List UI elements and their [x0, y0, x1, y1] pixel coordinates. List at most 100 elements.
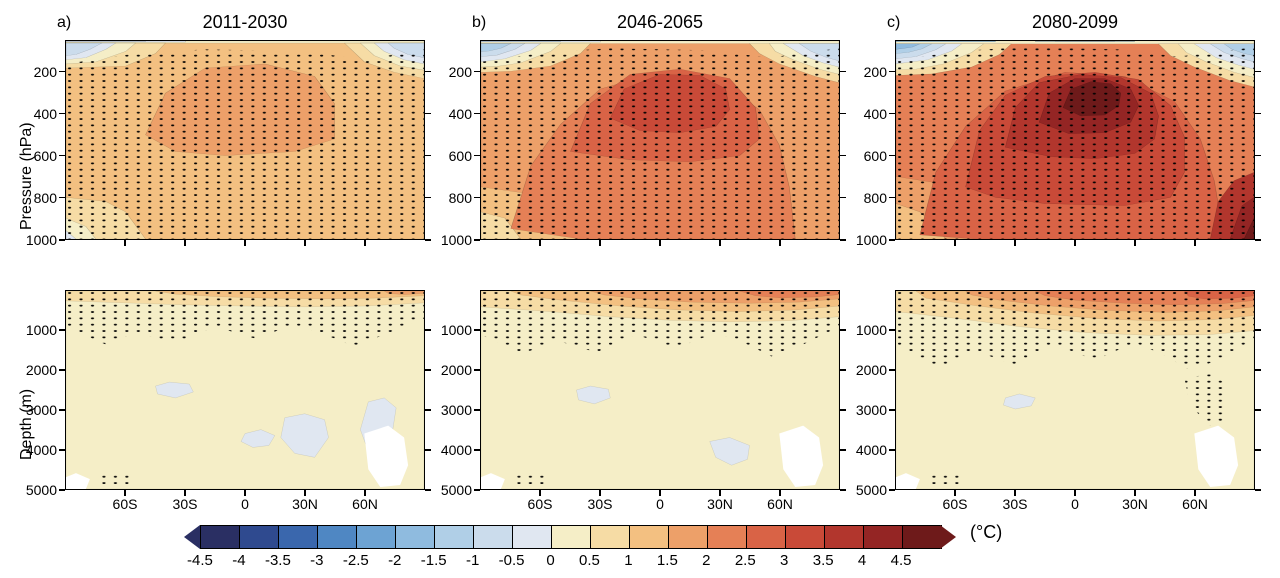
colorbar-cell [669, 526, 708, 548]
panel-b-depth [480, 290, 840, 490]
colorbar-tick-label: -2.5 [343, 552, 369, 569]
panel-a-pressure [65, 40, 425, 240]
ytick-label: 4000 [26, 442, 57, 458]
colorbar-tick-label: -4.5 [187, 552, 213, 569]
xtick-label: 30S [170, 496, 200, 512]
ytick-label: 800 [34, 190, 57, 206]
colorbar-tick-label: 3 [780, 552, 788, 569]
colorbar-tick-label: 0.5 [579, 552, 600, 569]
xtick-label: 0 [1060, 496, 1090, 512]
ytick-label: 200 [864, 64, 887, 80]
ytick-label: 1000 [856, 322, 887, 338]
ytick-label: 2000 [441, 362, 472, 378]
column-title: 2046-2065 [610, 12, 710, 33]
xtick-label: 30S [1000, 496, 1030, 512]
colorbar-tick-label: -3 [310, 552, 323, 569]
xtick-label: 30N [1120, 496, 1150, 512]
xtick-label: 30N [290, 496, 320, 512]
colorbar-tri-left [184, 525, 200, 549]
colorbar-cell [786, 526, 825, 548]
ytick-label: 2000 [856, 362, 887, 378]
ytick-label: 600 [34, 148, 57, 164]
colorbar-units: (°C) [970, 522, 1002, 543]
ytick-label: 1000 [856, 232, 887, 248]
column-title: 2011-2030 [195, 12, 295, 33]
colorbar-tick-label: 1 [624, 552, 632, 569]
colorbar-cell [747, 526, 786, 548]
panel-c-pressure [895, 40, 1255, 240]
ytick-label: 400 [449, 106, 472, 122]
colorbar-tick-label: 4.5 [891, 552, 912, 569]
ytick-label: 4000 [441, 442, 472, 458]
colorbar-cell [825, 526, 864, 548]
colorbar-cell [630, 526, 669, 548]
colorbar-cell [591, 526, 630, 548]
xtick-label: 0 [230, 496, 260, 512]
panel-c-depth [895, 290, 1255, 490]
panel-label: b) [472, 14, 486, 32]
colorbar-cell [903, 526, 941, 548]
colorbar-tick-label: -0.5 [499, 552, 525, 569]
colorbar-cell [513, 526, 552, 548]
ytick-label: 800 [449, 190, 472, 206]
ytick-label: 5000 [441, 482, 472, 498]
colorbar-tick-label: -3.5 [265, 552, 291, 569]
panel-label: c) [887, 14, 900, 32]
ytick-label: 3000 [856, 402, 887, 418]
colorbar-tick-label: 2.5 [735, 552, 756, 569]
colorbar-cell [201, 526, 240, 548]
colorbar-cell [396, 526, 435, 548]
ytick-label: 2000 [26, 362, 57, 378]
ytick-label: 3000 [441, 402, 472, 418]
ytick-label: 200 [449, 64, 472, 80]
colorbar [200, 525, 942, 549]
colorbar-cell [708, 526, 747, 548]
ytick-label: 600 [864, 148, 887, 164]
colorbar-cell [474, 526, 513, 548]
ytick-label: 1000 [441, 232, 472, 248]
colorbar-tick-label: -1 [466, 552, 479, 569]
colorbar-tri-right [940, 525, 956, 549]
xtick-label: 30N [705, 496, 735, 512]
xtick-label: 60N [1180, 496, 1210, 512]
panel-label: a) [57, 14, 71, 32]
ytick-label: 600 [449, 148, 472, 164]
colorbar-cell [435, 526, 474, 548]
colorbar-cell [357, 526, 396, 548]
xtick-label: 60S [525, 496, 555, 512]
panel-b-pressure [480, 40, 840, 240]
colorbar-cell [240, 526, 279, 548]
colorbar-cell [318, 526, 357, 548]
column-title: 2080-2099 [1025, 12, 1125, 33]
ytick-label: 3000 [26, 402, 57, 418]
xtick-label: 60S [110, 496, 140, 512]
colorbar-tick-label: 3.5 [813, 552, 834, 569]
ytick-label: 5000 [856, 482, 887, 498]
colorbar-cell [864, 526, 903, 548]
colorbar-cell [279, 526, 318, 548]
xtick-label: 60S [940, 496, 970, 512]
ytick-label: 800 [864, 190, 887, 206]
colorbar-tick-label: 1.5 [657, 552, 678, 569]
ytick-label: 200 [34, 64, 57, 80]
colorbar-cell [552, 526, 591, 548]
ytick-label: 400 [34, 106, 57, 122]
colorbar-tick-label: 2 [702, 552, 710, 569]
xtick-label: 0 [645, 496, 675, 512]
ytick-label: 5000 [26, 482, 57, 498]
ytick-label: 1000 [441, 322, 472, 338]
ytick-label: 4000 [856, 442, 887, 458]
ytick-label: 1000 [26, 322, 57, 338]
ytick-label: 400 [864, 106, 887, 122]
colorbar-tick-label: -2 [388, 552, 401, 569]
colorbar-tick-label: 4 [858, 552, 866, 569]
colorbar-tick-label: -1.5 [421, 552, 447, 569]
colorbar-tick-label: -4 [232, 552, 245, 569]
xtick-label: 30S [585, 496, 615, 512]
colorbar-tick-label: 0 [546, 552, 554, 569]
xtick-label: 60N [350, 496, 380, 512]
panel-a-depth [65, 290, 425, 490]
ytick-label: 1000 [26, 232, 57, 248]
ylabel-pressure: Pressure (hPa) [18, 122, 36, 230]
xtick-label: 60N [765, 496, 795, 512]
